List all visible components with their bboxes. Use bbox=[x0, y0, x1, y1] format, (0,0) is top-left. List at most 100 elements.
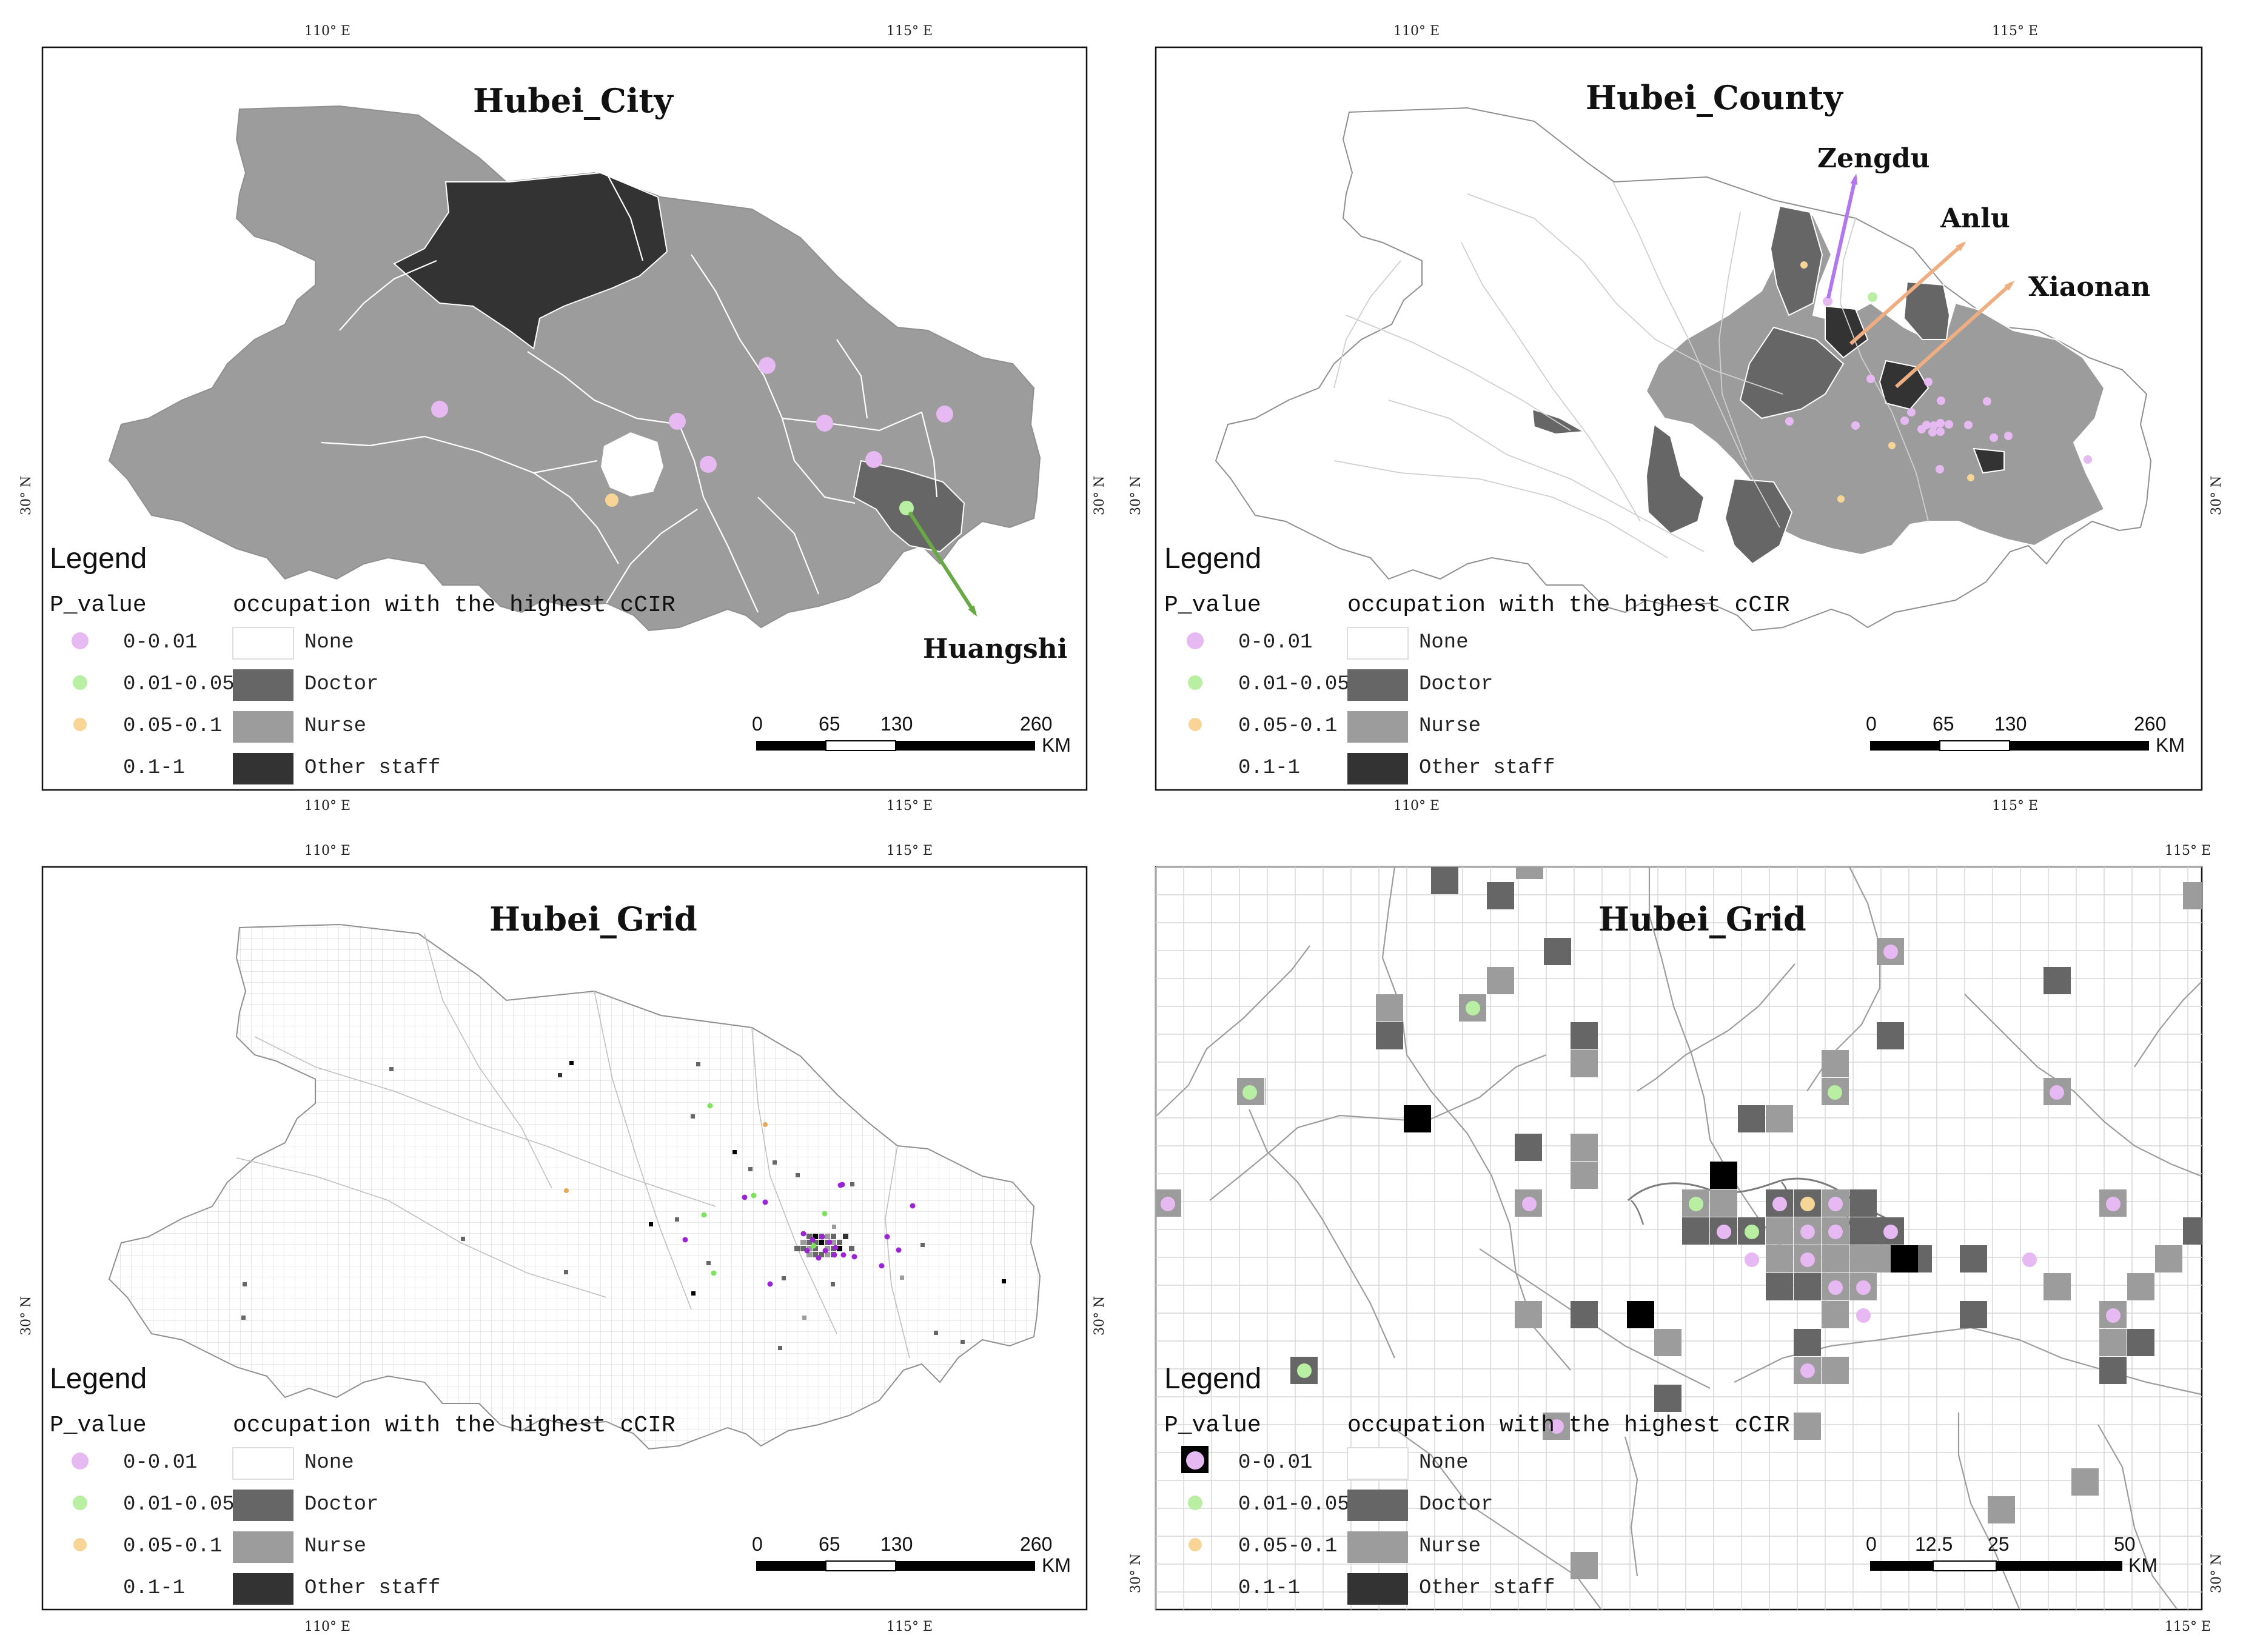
zoom-scale-unit: KM bbox=[2128, 1554, 2158, 1576]
zoom-occupation-title: occupation with the highest cCIR bbox=[1347, 1413, 1790, 1439]
city-right-latitude: 30° N bbox=[1092, 476, 1107, 515]
county-doctor-region bbox=[1724, 478, 1793, 565]
grid-other-staff-cell bbox=[649, 1222, 653, 1226]
county-p001-point bbox=[1823, 296, 1832, 306]
grid-nurse-cell bbox=[802, 1316, 806, 1320]
legend-doctor-label: Doctor bbox=[304, 673, 378, 696]
zengdu-label: Zengdu bbox=[1817, 143, 1930, 174]
county-scale-unit: KM bbox=[2156, 734, 2185, 756]
city-left-latitude: 30° N bbox=[19, 476, 34, 515]
zoom-legend-doctor-label: Doctor bbox=[1419, 1493, 1493, 1516]
grid-doctor-cell bbox=[748, 1167, 753, 1171]
legend-nurse-swatch bbox=[233, 711, 293, 743]
zoom-legend-p-001-label: 0-0.01 bbox=[1238, 1451, 1312, 1474]
grid-other-staff-cell bbox=[691, 1291, 696, 1296]
legend-none-swatch bbox=[232, 627, 294, 660]
county-scale-260: 260 bbox=[2134, 713, 2166, 735]
zoom-left-latitude: 30° N bbox=[1128, 1554, 1144, 1593]
grid-legend-title: Legend bbox=[50, 1363, 147, 1395]
grid-bottom-right-coordinate: 115° E bbox=[887, 1619, 933, 1634]
zoom-scale-12-5: 12.5 bbox=[1915, 1533, 1953, 1555]
zoom-bottom-right-coordinate: 115° E bbox=[2165, 1619, 2211, 1634]
city-scale-0: 0 bbox=[752, 713, 763, 735]
grid-doctor-cell bbox=[778, 1346, 782, 1350]
huangshi-label: Huangshi bbox=[923, 634, 1067, 664]
county-p005-point bbox=[1837, 495, 1845, 503]
grid-panel-title: Hubei_Grid bbox=[489, 900, 697, 938]
county-p005-point bbox=[1967, 474, 1974, 481]
legend-p-001-005-swatch bbox=[73, 675, 87, 690]
grid-doctor-cell bbox=[389, 1067, 394, 1071]
city-top-left-coordinate: 110° E bbox=[304, 24, 350, 39]
city-bottom-right-coordinate: 115° E bbox=[887, 798, 933, 814]
zoom-cells bbox=[1156, 867, 2202, 1579]
legend-p-001-label: 0-0.01 bbox=[123, 631, 197, 654]
legend-p-005-01-label: 0.05-0.1 bbox=[123, 715, 222, 738]
grid-doctor-cell bbox=[691, 1114, 695, 1119]
county-legend-other-staff-label: Other staff bbox=[1419, 757, 1555, 780]
county-other-staff-region bbox=[1973, 447, 2005, 474]
city-hubei-base-shape bbox=[108, 105, 1041, 632]
zoom-legend-nurse-label: Nurse bbox=[1419, 1535, 1481, 1558]
grid-scale-bar: 0 65 130 260 KM bbox=[752, 1533, 1071, 1576]
grid-doctor-cell bbox=[831, 1282, 835, 1286]
grid-legend-other-staff-label: Other staff bbox=[304, 1577, 440, 1600]
county-scale-0: 0 bbox=[1866, 713, 1877, 735]
city-p001-point bbox=[865, 451, 882, 468]
county-legend-p-001-005-label: 0.01-0.05 bbox=[1238, 673, 1350, 696]
zoom-p-value-title: P_value bbox=[1164, 1413, 1261, 1439]
grid-legend-p-001-label: 0-0.01 bbox=[123, 1451, 197, 1474]
county-top-right-coordinate: 115° E bbox=[1992, 24, 2038, 39]
county-legend-p-01-1-label: 0.1-1 bbox=[1238, 757, 1300, 780]
county-p001-point bbox=[1866, 375, 1875, 383]
grid-other-staff-cell bbox=[733, 1150, 737, 1154]
county-doctor-region bbox=[1531, 408, 1586, 435]
county-panel-title: Hubei_County bbox=[1586, 78, 1843, 117]
county-p001-point bbox=[1917, 425, 1926, 433]
zoom-scale-25: 25 bbox=[1988, 1533, 2010, 1555]
zengdu-arrow bbox=[1826, 173, 1858, 299]
city-scale-260: 260 bbox=[1020, 713, 1052, 735]
zoom-top-right-coordinate: 115° E bbox=[2165, 843, 2211, 858]
grid-left-latitude: 30° N bbox=[19, 1296, 34, 1336]
county-p001-point bbox=[1964, 421, 1973, 429]
grid-legend-doctor-label: Doctor bbox=[304, 1493, 378, 1516]
grid-legend-p-005-01-label: 0.05-0.1 bbox=[123, 1535, 222, 1558]
grid-legend-p-001-005-label: 0.01-0.05 bbox=[123, 1493, 235, 1516]
zoom-points bbox=[1161, 945, 2121, 1434]
zoom-legend-other-staff-label: Other staff bbox=[1419, 1577, 1555, 1600]
county-p001-005-point bbox=[1868, 292, 1877, 302]
anlu-arrow bbox=[1849, 241, 1966, 346]
county-bottom-right-coordinate: 115° E bbox=[1992, 798, 2038, 814]
city-legend-title: Legend bbox=[50, 543, 147, 575]
city-panel-title: Hubei_City bbox=[473, 81, 674, 120]
city-p001-point bbox=[816, 415, 833, 432]
county-occupation-title: occupation with the highest cCIR bbox=[1347, 592, 1790, 618]
grid-legend-nurse-label: Nurse bbox=[304, 1535, 366, 1558]
county-p001-point bbox=[1937, 396, 1945, 405]
grid-doctor-cell bbox=[696, 1062, 700, 1066]
zoom-legend-none-label: None bbox=[1419, 1451, 1469, 1474]
county-p001-point bbox=[1907, 408, 1916, 416]
legend-p-01-1-label: 0.1-1 bbox=[123, 757, 185, 780]
grid-doctor-cell bbox=[920, 1243, 925, 1247]
zoom-right-latitude: 30° N bbox=[2209, 1554, 2224, 1593]
county-p005-point bbox=[1888, 442, 1896, 449]
grid-top-left-coordinate: 110° E bbox=[304, 843, 350, 858]
county-p001-point bbox=[2084, 455, 2092, 464]
county-p-value-title: P_value bbox=[1164, 592, 1261, 618]
county-bottom-left-coordinate: 110° E bbox=[1393, 798, 1440, 814]
zoom-scale-bar: 0 12.5 25 50 KM bbox=[1866, 1533, 2158, 1576]
city-scale-65: 65 bbox=[819, 713, 840, 735]
grid-doctor-cell bbox=[241, 1316, 246, 1320]
grid-doctor-cell bbox=[706, 1261, 711, 1265]
zoom-legend-p-01-1-label: 0.1-1 bbox=[1238, 1577, 1300, 1600]
legend-p-005-01-swatch bbox=[73, 718, 87, 731]
city-scale-bar: 0 65 130 260 KM bbox=[752, 713, 1071, 756]
grid-other-staff-cell bbox=[569, 1061, 574, 1065]
legend-none-label: None bbox=[304, 631, 354, 654]
grid-doctor-cell bbox=[773, 1160, 777, 1165]
panel-county: 110° E 115° E 110° E 115° E 30° N 30° N … bbox=[1128, 24, 2224, 814]
city-bottom-left-coordinate: 110° E bbox=[304, 798, 350, 814]
